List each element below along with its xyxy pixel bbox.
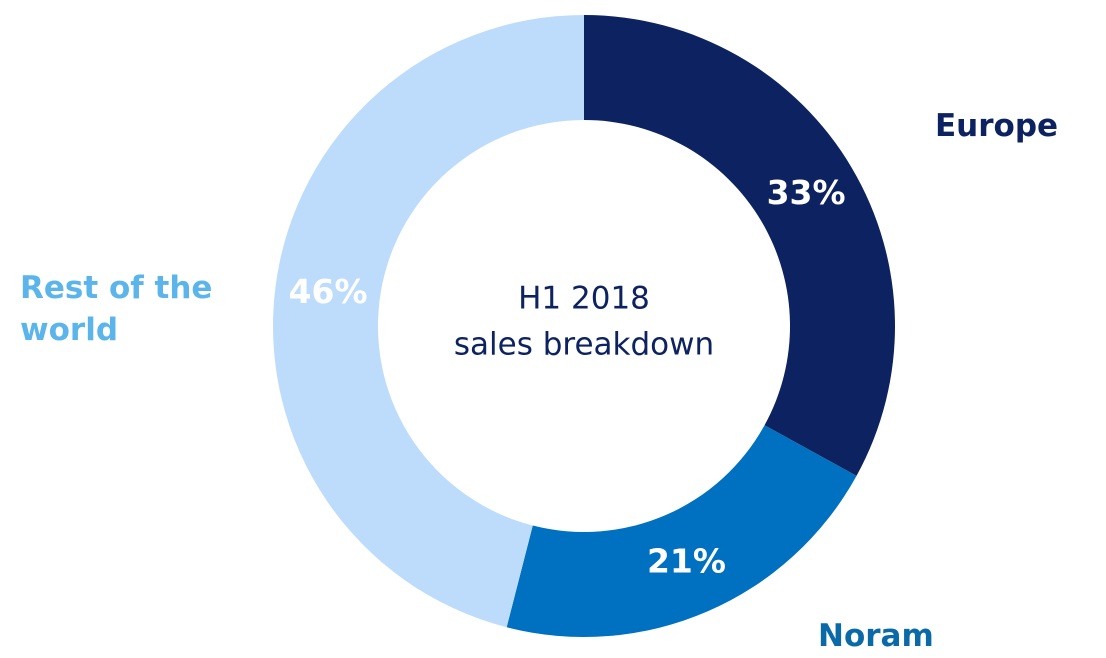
- value-label: 33%: [767, 173, 846, 212]
- category-label: Rest of the world: [20, 270, 213, 348]
- chart-title: H1 2018: [518, 281, 650, 317]
- donut-slice: [584, 15, 895, 476]
- category-label: Noram: [818, 618, 934, 654]
- chart-subtitle: sales breakdown: [454, 327, 714, 363]
- category-label: Europe: [935, 108, 1059, 144]
- donut-slice: [272, 15, 584, 628]
- value-label: 46%: [289, 272, 368, 311]
- donut-slice: [506, 425, 857, 637]
- value-label: 21%: [647, 541, 726, 580]
